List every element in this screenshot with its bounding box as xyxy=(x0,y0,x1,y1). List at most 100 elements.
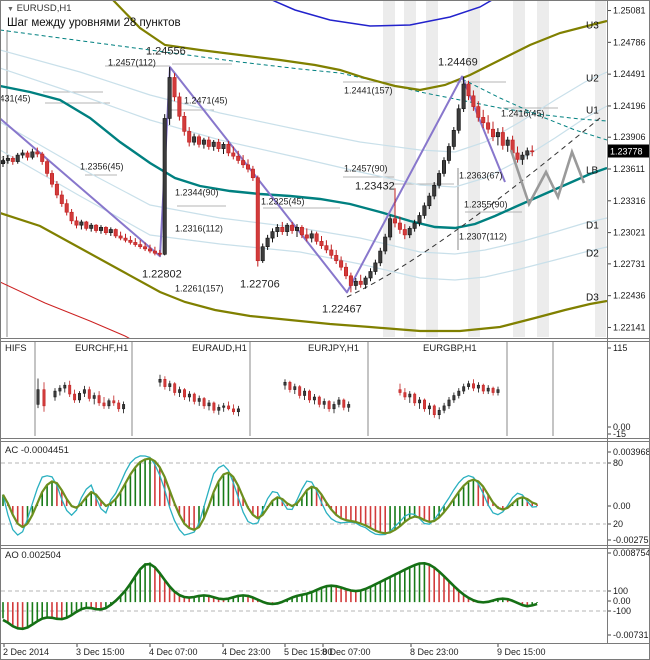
mini-candle-body xyxy=(163,378,167,387)
candle-body xyxy=(182,115,187,132)
text-label: 1.24491 xyxy=(613,69,646,79)
candle-body xyxy=(299,227,304,236)
session-stripe xyxy=(595,1,606,337)
mini-candle-body xyxy=(347,404,351,408)
text-label: 1.24556 xyxy=(146,45,186,57)
candle-body xyxy=(280,227,285,232)
session-stripe xyxy=(404,1,416,337)
candle-body xyxy=(54,183,59,196)
candle-body xyxy=(5,158,10,161)
text-label: -0.002753 xyxy=(613,535,650,545)
text-label: 1.24469 xyxy=(438,56,478,68)
text-label: 1.25081 xyxy=(613,6,646,16)
candle-body xyxy=(422,205,427,216)
candle-body xyxy=(30,151,35,158)
blue-band-line xyxy=(272,1,492,27)
mini-candle-body xyxy=(42,389,46,407)
mini-candle-body xyxy=(491,387,495,393)
mini-candle-body xyxy=(418,399,422,404)
text-label: 8 Dec 23:00 xyxy=(410,647,459,657)
text-label: -15 xyxy=(613,429,626,439)
mini-candle-body xyxy=(342,399,346,408)
candle-body xyxy=(177,96,182,117)
mini-candle-body xyxy=(481,384,485,392)
mini-candle-body xyxy=(442,405,446,411)
mini-candle-body xyxy=(102,402,106,407)
candle-body xyxy=(15,154,20,162)
candle-body xyxy=(187,131,192,143)
mini-candle-body xyxy=(288,381,292,390)
text-label: 0.00 xyxy=(613,501,631,511)
candle-body xyxy=(241,160,246,166)
mini-candle-body xyxy=(82,389,86,394)
dropdown-icon: ▼ xyxy=(7,6,14,13)
mini-candle-body xyxy=(462,386,466,392)
candle-body xyxy=(441,160,446,174)
mini-candle-body xyxy=(58,387,62,392)
text-label: 1.2307(112) xyxy=(459,232,507,242)
text-label: 1.2363(67) xyxy=(459,171,503,181)
indicator-label-ao: AO 0.002504 xyxy=(5,550,61,561)
mini-candle-body xyxy=(168,383,172,387)
text-label: 1.2325(45) xyxy=(261,197,305,207)
candle-body xyxy=(388,218,393,238)
trend-dashed-line xyxy=(346,117,601,298)
candle-body xyxy=(304,234,309,239)
candle-body xyxy=(363,277,368,285)
session-stripe xyxy=(468,1,480,337)
mini-candle-body xyxy=(117,402,121,410)
candle-body xyxy=(378,250,383,264)
candle-body xyxy=(49,173,54,185)
candle-body xyxy=(490,128,495,138)
mini-candle-body xyxy=(337,399,341,405)
candle-body xyxy=(40,153,45,162)
mini-candle-body xyxy=(158,378,162,383)
mini-candle-body xyxy=(207,402,211,407)
text-label: U3 xyxy=(586,21,599,32)
candle-body xyxy=(407,228,412,236)
candle-body xyxy=(334,255,339,262)
candle-body xyxy=(495,132,500,138)
session-stripe xyxy=(513,1,525,337)
mini-candle-body xyxy=(212,402,216,411)
text-label: 1.2355(90) xyxy=(464,200,508,210)
text-label: U1 xyxy=(586,106,599,117)
mini-candle-body xyxy=(122,404,126,410)
candle-body xyxy=(236,155,241,161)
candle-body xyxy=(148,248,153,252)
candle-body xyxy=(481,117,486,124)
text-label: 0.003968 xyxy=(613,447,650,457)
session-stripe xyxy=(537,1,549,337)
candle-body xyxy=(89,224,94,229)
mini-candle-body xyxy=(87,389,91,399)
candle-body xyxy=(201,139,206,145)
candle-body xyxy=(324,245,329,251)
candle-body xyxy=(520,154,525,160)
candle-body xyxy=(84,221,89,229)
candle-body xyxy=(79,221,84,226)
mini-candle-body xyxy=(303,390,307,396)
candle-body xyxy=(290,224,295,231)
symbol-selector[interactable]: ▼ EURUSD,H1 xyxy=(7,3,71,14)
mini-candle-body xyxy=(293,386,297,390)
text-label: 1.2416(45) xyxy=(501,109,545,119)
candle-body xyxy=(172,77,177,98)
mini-candle-body xyxy=(476,384,480,389)
mini-candle-body xyxy=(53,390,57,398)
candle-body xyxy=(152,250,157,254)
ao-main-line xyxy=(2,561,538,631)
candle-body xyxy=(319,241,324,246)
mini-candle-body xyxy=(496,389,500,393)
candle-body xyxy=(103,227,108,234)
red-band-line xyxy=(1,281,130,338)
candle-body xyxy=(197,136,202,145)
candle-body xyxy=(505,139,510,146)
candle-body xyxy=(515,152,520,160)
mini-candle-body xyxy=(173,383,177,393)
text-label: 1.2356(45) xyxy=(80,162,124,172)
candle-body xyxy=(162,118,167,255)
mini-candle-body xyxy=(427,405,431,410)
candle-body xyxy=(373,262,378,272)
